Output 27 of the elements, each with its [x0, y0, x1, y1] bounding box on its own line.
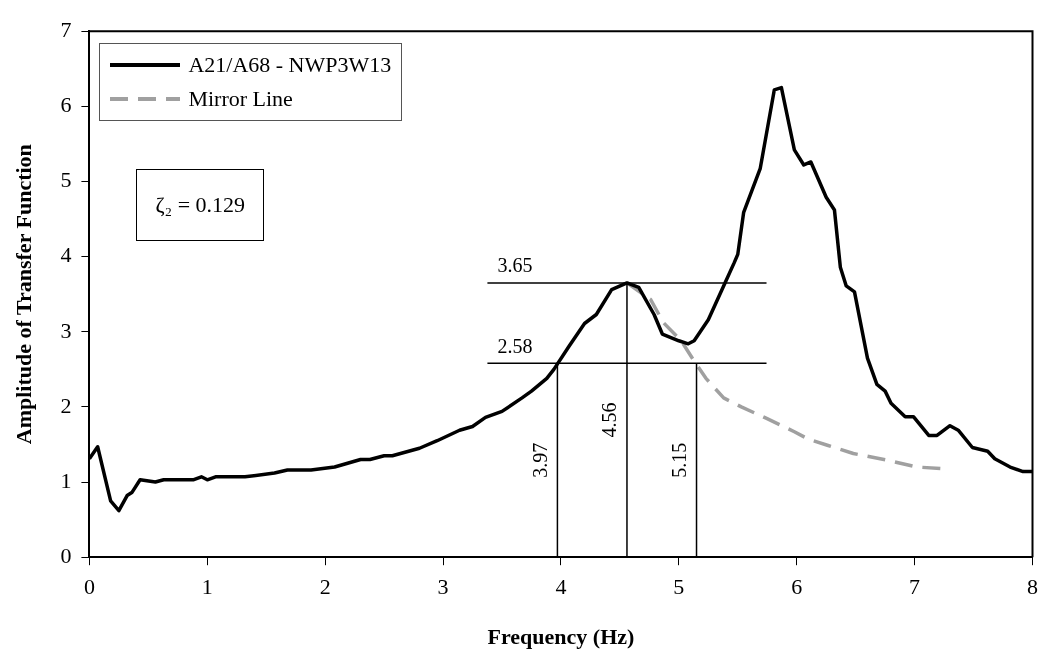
x-axis-title: Frequency (Hz) [487, 624, 635, 650]
ref-line-label: 3.97 [528, 442, 551, 478]
y-tick-label: 0 [60, 542, 72, 568]
y-tick-label: 3 [60, 317, 72, 343]
ref-line-label: 2.58 [497, 334, 533, 357]
y-axis-title: Amplitude of Transfer Function [10, 144, 36, 445]
legend-label: Mirror Line [188, 85, 293, 114]
x-tick-label: 5 [673, 574, 685, 600]
x-tick-label: 6 [791, 574, 803, 600]
x-tick-label: 3 [437, 574, 449, 600]
x-tick-label: 0 [83, 574, 95, 600]
x-tick-label: 4 [555, 574, 567, 600]
y-tick-label: 7 [60, 16, 72, 42]
legend-label: A21/A68 - NWP3W13 [188, 51, 392, 80]
x-tick-label: 8 [1027, 574, 1038, 600]
ref-line-label: 4.56 [598, 402, 621, 438]
ref-line-label: 5.15 [667, 442, 690, 478]
ref-line-label: 3.65 [497, 254, 533, 277]
y-tick-label: 5 [60, 167, 72, 193]
annotation: ζ₂ = 0.129 [136, 169, 265, 242]
x-tick-label: 7 [909, 574, 921, 600]
y-tick-label: 2 [60, 392, 72, 418]
y-tick-label: 1 [60, 467, 72, 493]
y-tick-label: 4 [60, 242, 72, 268]
x-tick-label: 1 [201, 574, 213, 600]
x-tick-label: 2 [319, 574, 331, 600]
y-tick-label: 6 [60, 92, 72, 118]
